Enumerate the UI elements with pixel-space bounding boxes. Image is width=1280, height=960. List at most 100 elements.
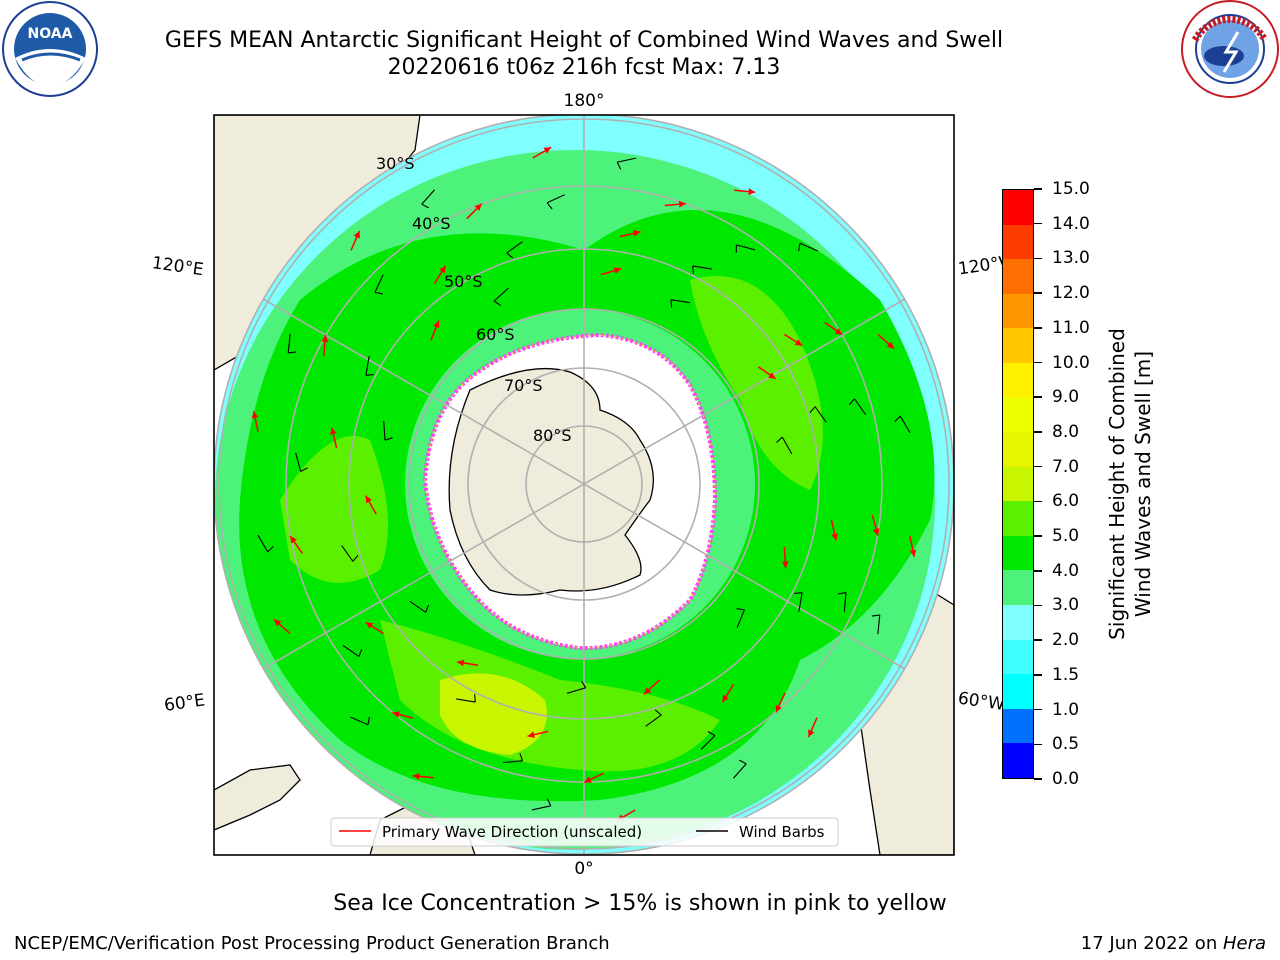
wind-barb-feather bbox=[425, 604, 430, 613]
wind-barb-feather bbox=[352, 554, 359, 562]
colorbar-tick-label: 1.0 bbox=[1052, 699, 1080, 720]
colorbar-tick-label: 1.5 bbox=[1052, 664, 1080, 685]
colorbar-tick-label: 8.0 bbox=[1052, 421, 1080, 442]
colorbar-tick-mark bbox=[1034, 292, 1042, 294]
wind-barb bbox=[899, 415, 911, 434]
wave-direction-arrowhead bbox=[321, 335, 329, 342]
lon-label-lower-right: 60°W bbox=[957, 689, 1006, 715]
wind-barb bbox=[843, 592, 847, 612]
colorbar-tick-mark bbox=[1034, 639, 1042, 641]
wave-direction-arrowhead bbox=[794, 339, 803, 346]
colorbar-swatch bbox=[1003, 570, 1033, 606]
wave-direction-arrowhead bbox=[251, 411, 259, 419]
colorbar-tick-mark bbox=[1034, 674, 1042, 676]
wind-barb bbox=[383, 420, 386, 441]
wind-barb-feather bbox=[358, 648, 363, 657]
colorbar-swatch bbox=[1003, 605, 1033, 640]
colorbar-swatch bbox=[1003, 466, 1033, 502]
lon-label-lower-left: 60°E bbox=[163, 690, 206, 715]
map-panel bbox=[214, 115, 954, 855]
wave-direction-arrowhead bbox=[775, 704, 782, 713]
colorbar-tick-mark bbox=[1034, 570, 1042, 572]
wind-barb-feather bbox=[493, 300, 502, 306]
wind-barb bbox=[736, 244, 756, 251]
wave-direction-arrowhead bbox=[543, 147, 552, 154]
colorbar-swatch bbox=[1003, 362, 1033, 398]
colorbar-tick-mark bbox=[1034, 396, 1042, 398]
colorbar-tick-mark bbox=[1034, 465, 1042, 468]
chart-title: GEFS MEAN Antarctic Significant Height o… bbox=[164, 28, 1004, 53]
wind-barb-feather bbox=[421, 203, 429, 209]
colorbar-swatch bbox=[1003, 328, 1033, 363]
wind-barb bbox=[503, 760, 523, 764]
graticule bbox=[218, 115, 950, 854]
wind-barb bbox=[736, 609, 745, 628]
lon-label-bottom: 0° bbox=[574, 859, 593, 879]
wind-barb bbox=[799, 242, 818, 252]
colorbar-tick-label: 14.0 bbox=[1052, 213, 1090, 234]
lat-label-30s: 30°S bbox=[376, 154, 415, 173]
colorbar-tick-mark bbox=[1034, 778, 1042, 780]
colorbar-tick-label: 13.0 bbox=[1052, 248, 1090, 269]
wind-barb bbox=[645, 714, 662, 727]
wind-barb-feather bbox=[809, 406, 816, 414]
colorbar-tick-mark bbox=[1034, 743, 1042, 746]
wind-barb-feather bbox=[267, 545, 274, 553]
wind-barb bbox=[374, 274, 384, 293]
wind-barb-feather bbox=[739, 759, 747, 765]
wind-barb bbox=[877, 614, 881, 635]
colorbar-swatch bbox=[1003, 535, 1033, 571]
colorbar-tick-mark bbox=[1034, 188, 1042, 190]
colorbar-swatch bbox=[1003, 293, 1033, 329]
wave-direction-arrowhead bbox=[722, 694, 729, 703]
wind-barb bbox=[781, 436, 793, 455]
wind-barb bbox=[732, 763, 747, 779]
wave-direction-arrowhead bbox=[748, 188, 756, 195]
footer-machine: Hera bbox=[1222, 933, 1266, 954]
colorbar-tick-label: 7.0 bbox=[1052, 456, 1080, 477]
lon-label-top: 180° bbox=[564, 91, 605, 111]
wave-direction-arrowhead bbox=[527, 731, 535, 738]
wind-barb-feather bbox=[374, 291, 383, 295]
colorbar-tick-mark bbox=[1034, 500, 1042, 503]
wind-barb-feather bbox=[692, 265, 694, 274]
colorbar-swatch bbox=[1003, 259, 1033, 294]
colorbar-tick-mark bbox=[1034, 361, 1042, 364]
lat-label-60s: 60°S bbox=[476, 325, 515, 344]
wind-barb bbox=[506, 241, 523, 254]
vector-layer bbox=[251, 146, 917, 822]
wind-barb-feather bbox=[300, 467, 308, 472]
wind-barb bbox=[670, 299, 691, 304]
colorbar-tick-mark bbox=[1034, 222, 1042, 225]
wind-barb-feather bbox=[776, 436, 783, 443]
colorbar-label-line2: Wind Waves and Swell [m] bbox=[1131, 350, 1155, 618]
colorbar-swatch bbox=[1003, 674, 1033, 709]
wind-barb-feather bbox=[838, 592, 847, 595]
wind-barb bbox=[365, 356, 370, 376]
wave-direction-arrowhead bbox=[330, 427, 337, 435]
wave-direction-arrowhead bbox=[781, 561, 789, 569]
wave-direction-arrowhead bbox=[353, 230, 360, 239]
colorbar-tick-mark bbox=[1034, 604, 1042, 607]
colorbar-tick-label: 0.5 bbox=[1052, 734, 1080, 755]
colorbar-tick-label: 3.0 bbox=[1052, 595, 1080, 616]
lat-label-80s: 80°S bbox=[533, 426, 572, 445]
map-legend: Primary Wave Direction (unscaled) Wind B… bbox=[330, 817, 839, 847]
footer-date: 17 Jun 2022 on Hera bbox=[1081, 933, 1266, 954]
wind-barb-feather bbox=[736, 608, 745, 611]
footer-credit: NCEP/EMC/Verification Post Processing Pr… bbox=[14, 933, 610, 954]
wind-barb bbox=[531, 805, 551, 811]
wind-barb-feather bbox=[546, 798, 552, 807]
colorbar-swatch bbox=[1003, 432, 1033, 467]
wind-barb bbox=[350, 716, 369, 726]
colorbar-tick-label: 2.0 bbox=[1052, 630, 1080, 651]
wave-direction-arrowhead bbox=[872, 528, 880, 536]
colorbar-tick-label: 12.0 bbox=[1052, 283, 1090, 304]
wind-barb-feather bbox=[894, 415, 901, 423]
wind-barb bbox=[342, 645, 360, 658]
wind-barb-feather bbox=[288, 351, 297, 354]
colorbar-label-line1: Significant Height of Combined bbox=[1105, 328, 1129, 640]
wave-direction-arrowhead bbox=[678, 200, 686, 208]
lat-label-70s: 70°S bbox=[504, 376, 543, 395]
